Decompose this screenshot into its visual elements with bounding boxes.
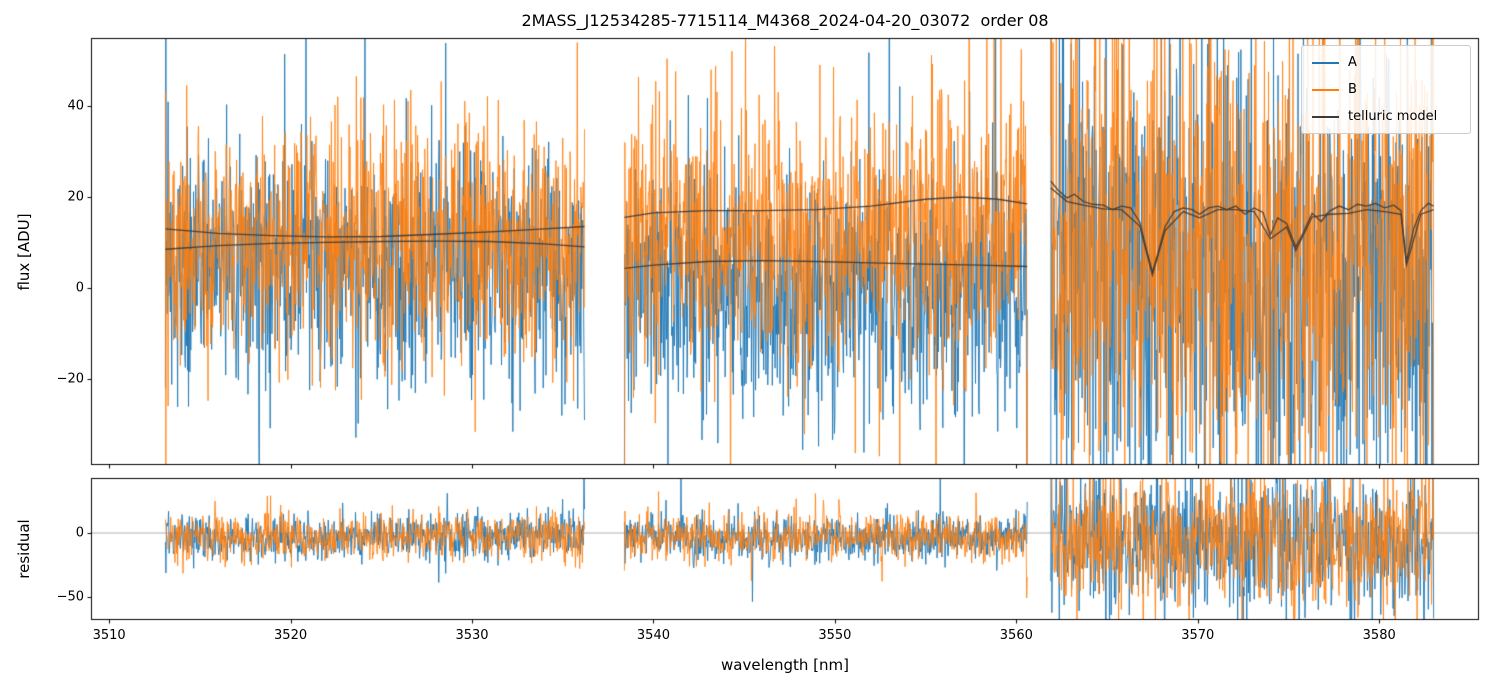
x-tick-label: 3580 [1362,628,1396,643]
legend-label-a: A [1348,55,1357,70]
legend-line-b-icon [1312,88,1339,91]
wavelength-axis-label: wavelength [nm] [721,656,849,674]
x-tick-label: 3510 [92,628,126,643]
x-tick-label: 3560 [999,628,1033,643]
legend-entry-telluric-model: telluric model [1312,108,1460,125]
y-tick-label: −20 [56,371,84,387]
y-tick-label: 20 [67,189,84,205]
legend-entry-b: B [1312,81,1460,98]
legend-label-telluric-model: telluric model [1348,109,1438,124]
legend-label-b: B [1348,82,1357,97]
legend: A B telluric model [1301,45,1471,134]
y-tick-label: −50 [56,589,84,605]
plot-title: 2MASS_J12534285-7715114_M4368_2024-04-20… [521,11,1049,30]
legend-entry-a: A [1312,54,1460,71]
x-tick-label: 3540 [636,628,670,643]
legend-line-telluric-icon [1312,115,1339,118]
y-tick-label: 40 [67,98,84,114]
x-tick-label: 3550 [818,628,852,643]
x-tick-label: 3570 [1181,628,1215,643]
residual-axis-label: residual [15,519,33,579]
x-tick-label: 3530 [455,628,489,643]
legend-line-a-icon [1312,61,1339,64]
y-tick-label: 0 [75,280,84,296]
x-tick-label: 3520 [274,628,308,643]
y-tick-label: 0 [75,525,84,541]
flux-axis-label: flux [ADU] [15,213,33,291]
